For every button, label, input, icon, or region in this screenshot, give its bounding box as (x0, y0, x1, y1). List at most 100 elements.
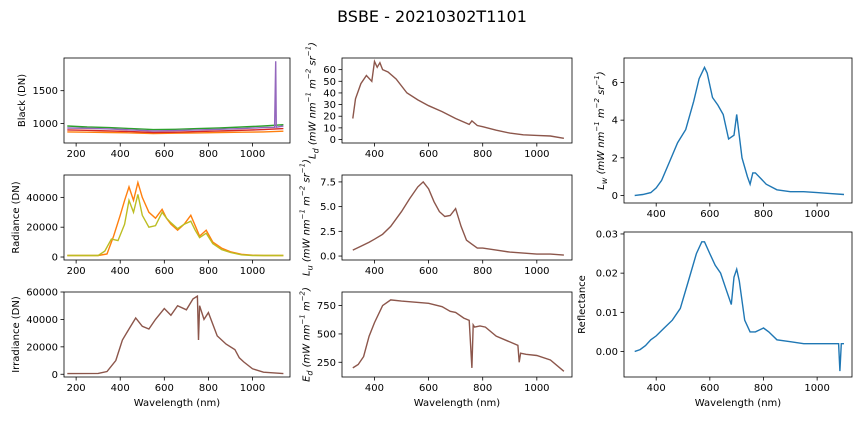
y-tick-label-lu: 2.5 (320, 227, 336, 238)
x-tick-label-reflectance: 800 (754, 383, 773, 394)
y-tick-label-li: 40 (323, 88, 336, 99)
y-tick-label-radiance: 20000 (26, 223, 58, 234)
panel-lw: 400 600 800 1000 0 2 4 6Lw (mW nm−1 m−2 sr−1) (593, 57, 853, 220)
x-tick-label-radiance: 600 (155, 266, 174, 277)
y-tick-label-radiance: 40000 (26, 193, 58, 204)
x-tick-label-irradiance: 400 (111, 383, 130, 394)
x-tick-label-irradiance: 600 (155, 383, 174, 394)
y-tick-label-irradiance: 60000 (26, 288, 58, 299)
x-tick-label-ed: 400 (365, 383, 384, 394)
y-tick-label-lw: 4 (612, 116, 618, 127)
y-tick-label-li: 0 (330, 135, 336, 146)
x-tick-label-ed: 800 (473, 383, 492, 394)
y-axis-label-radiance: Radiance (DN) (11, 181, 22, 253)
x-tick-label-lu: 1000 (524, 266, 549, 277)
y-tick-label-irradiance: 20000 (26, 342, 58, 353)
y-tick-label-reflectance: 0.03 (596, 229, 618, 240)
axes-frame-lw (623, 57, 853, 204)
x-tick-label-ed: 1000 (524, 383, 549, 394)
x-tick-label-lw: 800 (754, 209, 773, 220)
series-line-lw-0 (634, 65, 845, 197)
y-tick-label-li: 50 (323, 77, 336, 88)
x-tick-label-irradiance: 1000 (240, 383, 265, 394)
x-tick-label-radiance: 400 (111, 266, 130, 277)
x-tick-label-li: 400 (365, 149, 384, 160)
series-line-radiance-1 (67, 194, 284, 257)
y-tick-label-lu: 0.0 (320, 252, 336, 263)
x-tick-label-black: 800 (199, 149, 218, 160)
y-axis-label-ed: Ed (mW nm−1 m−2) (298, 287, 314, 382)
series-line-reflectance-0 (634, 241, 844, 372)
axes-frame-irradiance (63, 291, 291, 378)
x-tick-label-reflectance: 1000 (804, 383, 829, 394)
y-tick-label-li: 60 (323, 65, 336, 76)
panel-reflectance: 400 600 800 1000 0.00 0.01 0.02 0.03 Wavelength … (577, 229, 853, 409)
y-tick-label-li: 20 (323, 112, 336, 123)
x-axis-label-irradiance: Wavelength (nm) (134, 398, 220, 409)
x-tick-label-black: 600 (155, 149, 174, 160)
y-tick-label-reflectance: 0.01 (596, 308, 618, 319)
y-axis-label-li: Ld (mW nm−1 m−2 sr−1) (305, 42, 321, 159)
panel-lu: 400 600 800 1000 0.0 2.5 5.0 7.5 Lu (mW nm−1 m−2… (298, 159, 573, 277)
x-tick-label-reflectance: 600 (700, 383, 719, 394)
y-tick-label-irradiance: 0 (52, 370, 58, 381)
y-tick-label-irradiance: 40000 (26, 315, 58, 326)
panel-radiance: 200 400 600 800 1000 0 20000 40000 Radiance (DN) (11, 174, 291, 277)
series-line-li-0 (352, 59, 565, 139)
series-line-black-1 (67, 124, 284, 131)
x-tick-label-lw: 400 (647, 209, 666, 220)
axes-frame-ed (341, 291, 573, 378)
y-tick-label-li: 10 (323, 123, 336, 134)
y-tick-label-ed: 750 (317, 301, 336, 312)
y-axis-label-black: Black (DN) (17, 74, 28, 127)
y-axis-label-lw: Lw (mW nm−1 m−2 sr−1) (593, 71, 609, 189)
x-tick-label-radiance: 1000 (240, 266, 265, 277)
y-tick-label-reflectance: 0.00 (596, 347, 618, 358)
x-tick-label-reflectance: 400 (647, 383, 666, 394)
y-tick-label-radiance: 0 (52, 253, 58, 264)
x-tick-label-lu: 600 (419, 266, 438, 277)
x-tick-label-lu: 800 (473, 266, 492, 277)
y-tick-label-black: 1000 (33, 119, 58, 130)
series-line-black-3 (67, 61, 284, 132)
y-axis-label-lu: Lu (mW nm−1 m−2 sr−1) (298, 159, 314, 276)
y-tick-label-lw: 6 (612, 78, 618, 89)
x-tick-label-black: 1000 (240, 149, 265, 160)
x-tick-label-black: 200 (67, 149, 86, 160)
series-line-ed-0 (352, 299, 565, 372)
axes-frame-reflectance (623, 231, 853, 378)
y-tick-label-lu: 7.5 (320, 177, 336, 188)
x-tick-label-irradiance: 800 (199, 383, 218, 394)
y-axis-label-irradiance: Irradiance (DN) (11, 296, 22, 373)
x-tick-label-li: 800 (473, 149, 492, 160)
panel-ed: 400 600 800 1000 250 500 750 Wavelength (nm) Ed … (298, 287, 573, 409)
axes-frame-black (63, 57, 291, 144)
x-tick-label-lw: 600 (700, 209, 719, 220)
x-tick-label-lu: 400 (365, 266, 384, 277)
x-tick-label-li: 1000 (524, 149, 549, 160)
y-tick-label-black: 1500 (33, 86, 58, 97)
axes-frame-radiance (63, 174, 291, 261)
x-tick-label-radiance: 200 (67, 266, 86, 277)
x-tick-label-ed: 600 (419, 383, 438, 394)
x-axis-label-reflectance: Wavelength (nm) (695, 398, 781, 409)
y-tick-label-lw: 0 (612, 191, 618, 202)
x-tick-label-radiance: 800 (199, 266, 218, 277)
x-tick-label-irradiance: 200 (67, 383, 86, 394)
axes-frame-lu (341, 174, 573, 261)
panel-black: 200 400 600 800 1000 1000 1500 Black (DN) (17, 57, 291, 160)
x-tick-label-black: 400 (111, 149, 130, 160)
series-line-lu-0 (352, 180, 564, 256)
series-line-black-2 (67, 127, 284, 134)
series-line-black-0 (67, 130, 284, 135)
figure-title: BSBE - 20210302T1101 (337, 7, 527, 26)
y-tick-label-lw: 2 (612, 153, 618, 164)
panel-irradiance: 200 400 600 800 1000 0 20000 40000 60000 Waveleng… (11, 288, 291, 409)
axes-frame-li (341, 57, 573, 144)
y-tick-label-reflectance: 0.02 (596, 269, 618, 280)
x-tick-label-lw: 1000 (804, 209, 829, 220)
y-axis-label-reflectance: Reflectance (577, 275, 588, 334)
y-tick-label-ed: 500 (317, 329, 336, 340)
